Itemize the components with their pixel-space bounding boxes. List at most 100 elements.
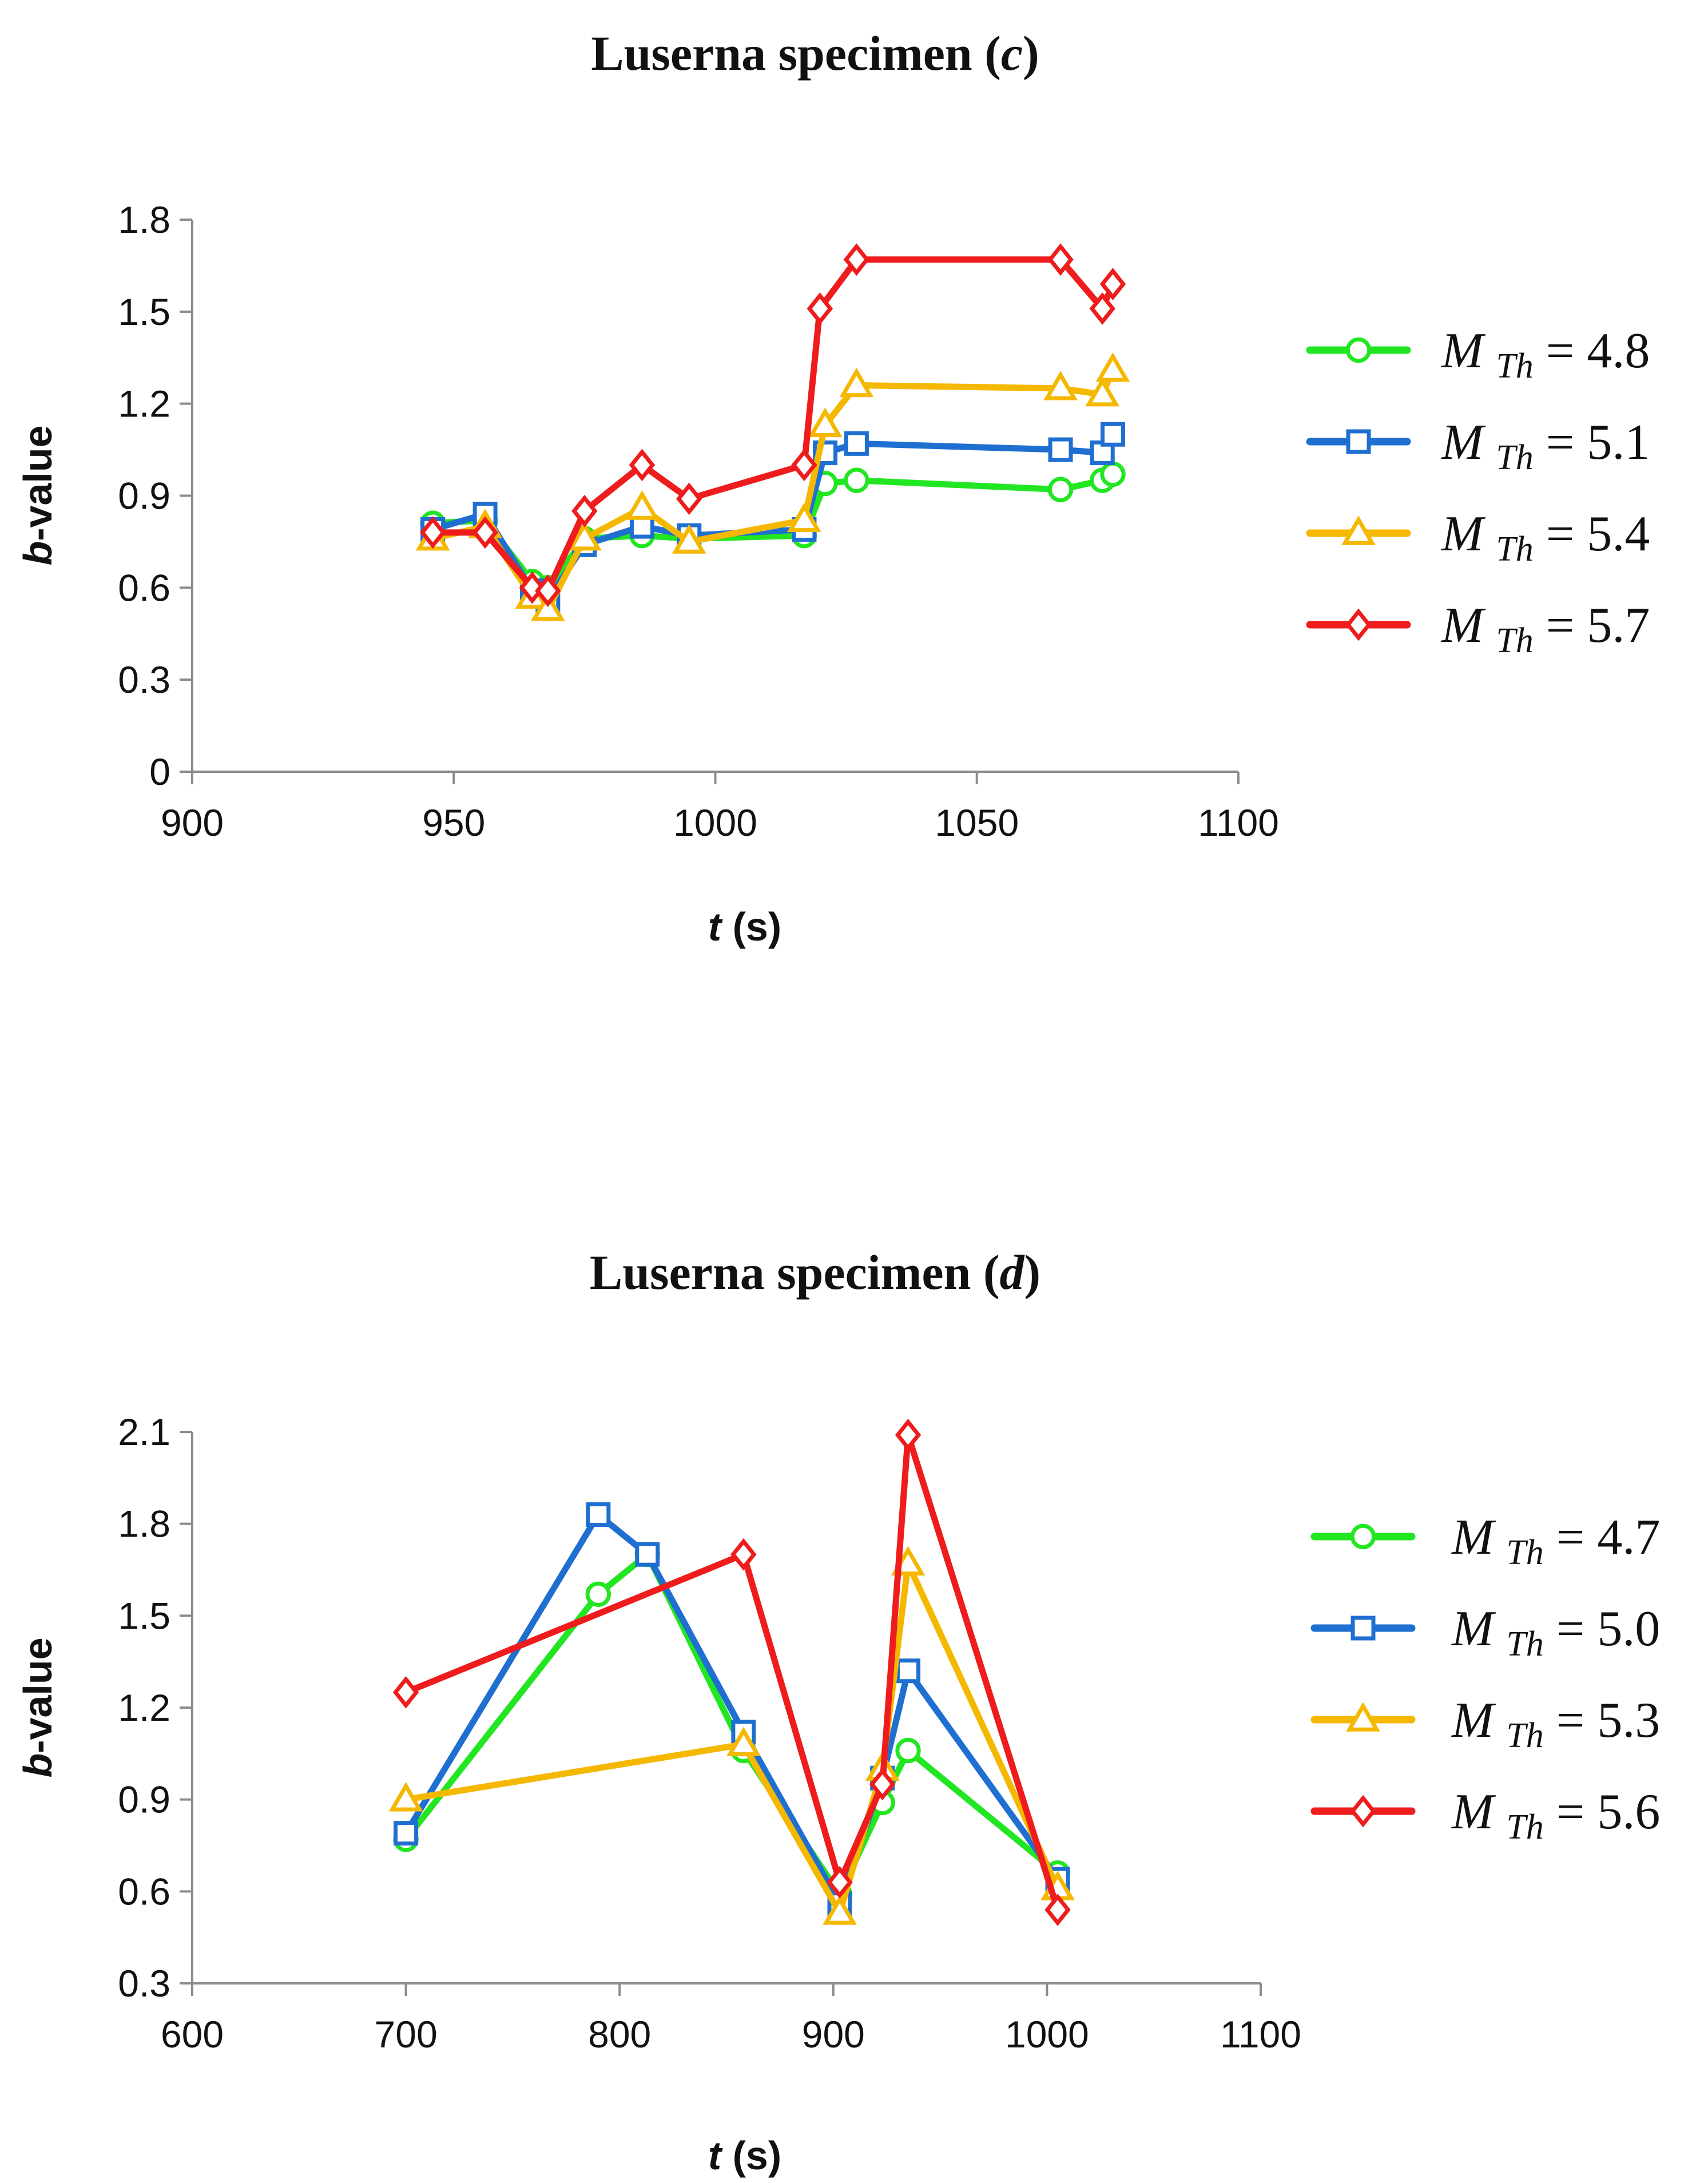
data-point <box>419 516 446 549</box>
x-axis-label-unit: (s) <box>721 2133 781 2178</box>
data-point <box>392 1676 419 1709</box>
chart-title-text: Luserna specimen ( <box>590 1245 1000 1300</box>
series-line <box>403 1431 1061 1913</box>
x-tick-label: 1000 <box>673 801 757 844</box>
legend-subscript: Th <box>1496 347 1533 386</box>
legend-label: M Th = 5.6 <box>1451 1784 1660 1847</box>
data-point <box>895 1737 921 1764</box>
data-point <box>791 448 817 482</box>
data-point <box>1044 1894 1071 1926</box>
legend-subscript: Th <box>1496 621 1533 660</box>
y-tick-label: 1.2 <box>118 383 170 425</box>
legend-var: M <box>1440 415 1486 470</box>
chart-title-text: Luserna specimen ( <box>591 26 1001 81</box>
legend-item: M Th = 5.6 <box>1310 1784 1660 1847</box>
legend-var: M <box>1451 1510 1496 1565</box>
x-tick-label: 600 <box>161 2013 224 2055</box>
data-point <box>535 574 561 608</box>
data-point <box>726 1726 761 1757</box>
legend-item: M Th = 4.8 <box>1306 323 1650 386</box>
legend-space <box>1493 1601 1506 1657</box>
x-axis-label-var: t <box>708 2133 723 2178</box>
legend-value: = 5.7 <box>1534 598 1650 653</box>
data-point <box>839 367 874 398</box>
chart-title-suffix: ) <box>1023 26 1039 81</box>
y-tick-label: 1.2 <box>118 1686 170 1729</box>
data-point <box>808 407 843 437</box>
legend-marker <box>1341 515 1376 545</box>
legend-item: M Th = 4.7 <box>1310 1510 1660 1572</box>
legend-var: M <box>1440 598 1486 653</box>
legend-space <box>1483 415 1496 470</box>
chart-title: Luserna specimen (d) <box>590 1245 1040 1300</box>
data-point <box>1101 422 1126 447</box>
legend-var: M <box>1451 1693 1496 1748</box>
data-point <box>896 1658 921 1684</box>
legend-marker <box>1346 1702 1380 1732</box>
legend-item: M Th = 5.4 <box>1306 506 1650 569</box>
data-point <box>530 592 565 621</box>
x-tick-label: 1100 <box>1198 801 1279 844</box>
legend-label: M Th = 5.3 <box>1451 1693 1660 1755</box>
x-axis-label-unit: (s) <box>721 904 781 949</box>
data-point <box>1099 268 1126 300</box>
legend-marker <box>1350 1523 1376 1550</box>
data-point <box>625 490 660 520</box>
legend-item: M Th = 5.3 <box>1310 1693 1660 1755</box>
data-point <box>844 467 869 493</box>
legend-label: M Th = 5.0 <box>1451 1601 1660 1664</box>
series-diamond <box>419 243 1126 608</box>
y-tick-label: 1.8 <box>118 1503 170 1545</box>
legend-space <box>1483 323 1496 379</box>
y-axis-label-var: b <box>15 541 60 566</box>
y-axis-label-rest: -value <box>15 1637 60 1753</box>
legend-item: M Th = 5.1 <box>1306 415 1650 477</box>
legend-label: M Th = 5.7 <box>1440 598 1650 660</box>
legend: M Th = 4.7 M Th = 5.0 M Th = 5.3 M Th = 5.6 <box>1310 1510 1660 1847</box>
data-point <box>843 243 870 276</box>
legend-marker <box>1346 429 1371 454</box>
legend-value: = 5.4 <box>1534 506 1650 562</box>
data-point <box>635 1542 660 1567</box>
legend-var: M <box>1440 323 1486 379</box>
x-tick-label: 900 <box>802 2013 865 2055</box>
legend-subscript: Th <box>1496 530 1533 569</box>
y-tick-label: 1.5 <box>118 291 170 333</box>
legend-subscript: Th <box>1506 1625 1543 1664</box>
data-point <box>1043 371 1078 400</box>
y-tick-label: 0.6 <box>118 1870 170 1912</box>
legend-subscript: Th <box>1506 1808 1543 1847</box>
legend-value: = 4.8 <box>1534 323 1650 379</box>
y-tick-label: 2.1 <box>118 1411 170 1453</box>
data-point <box>519 571 546 604</box>
legend: M Th = 4.8M Th = 5.1M Th = 5.4M Th = 5.7 <box>1306 323 1650 660</box>
y-tick-label: 1.5 <box>118 1594 170 1637</box>
data-point <box>1048 437 1073 462</box>
data-point <box>844 431 869 456</box>
x-tick-label: 1000 <box>1005 2013 1089 2055</box>
legend-item: M Th = 5.7 <box>1306 598 1650 660</box>
legend-label: M Th = 5.1 <box>1440 415 1650 477</box>
x-tick-label: 900 <box>161 801 224 844</box>
legend-label: M Th = 4.7 <box>1451 1510 1660 1572</box>
series-diamond <box>392 1418 1071 1926</box>
y-axis-label-rest: -value <box>15 425 60 541</box>
legend-item: M Th = 5.0 <box>1310 1601 1660 1664</box>
legend-marker <box>1350 1795 1376 1828</box>
y-axis-label-var: b <box>15 1753 60 1778</box>
legend-space <box>1493 1510 1506 1565</box>
y-tick-label: 1.8 <box>118 199 170 241</box>
y-tick-label: 0.3 <box>118 658 170 701</box>
data-point <box>394 1821 419 1846</box>
legend-var: M <box>1451 1784 1496 1840</box>
data-point <box>1047 243 1074 276</box>
legend-marker <box>1350 1616 1376 1641</box>
data-point <box>472 516 498 549</box>
chart-c: Luserna specimen (c) 0 0.3 0.6 0.9 1.2 1.5 1.8 9… <box>15 26 1650 949</box>
data-point <box>730 1538 757 1571</box>
x-tick-label: 800 <box>588 2013 651 2055</box>
x-axis-label-var: t <box>708 904 723 949</box>
data-point <box>585 1581 611 1608</box>
data-point <box>1085 376 1120 407</box>
x-tick-label: 950 <box>422 801 485 844</box>
